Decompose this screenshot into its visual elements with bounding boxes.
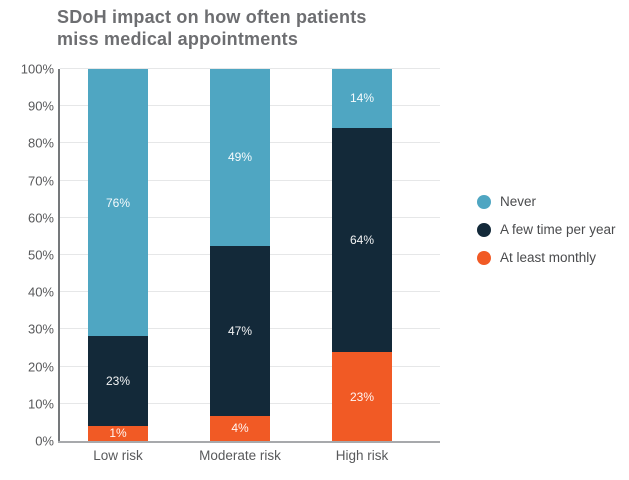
- y-tick-label: 60%: [27, 210, 54, 226]
- y-tick-label: 100%: [20, 61, 54, 77]
- chart-title: SDoH impact on how often patients miss m…: [57, 6, 367, 50]
- bar-high-risk: 14% 64% 23%: [332, 69, 392, 441]
- legend-swatch-icon: [477, 194, 491, 209]
- y-tick-label: 10%: [27, 396, 54, 412]
- y-tick-label: 70%: [27, 173, 54, 189]
- legend: Never A few time per year At least monthly: [477, 194, 616, 278]
- segment-value-label: 76%: [105, 195, 131, 210]
- gridline: [60, 68, 440, 69]
- bar-low-risk: 76% 23% 1%: [88, 69, 148, 441]
- legend-item: Never: [477, 194, 616, 209]
- bar-segment: 49%: [210, 69, 270, 246]
- y-tick-label: 20%: [27, 359, 54, 375]
- segment-value-label: 23%: [105, 374, 131, 388]
- legend-label: At least monthly: [500, 250, 597, 265]
- x-tick-label: Low risk: [93, 448, 143, 463]
- bar-segment: 23%: [88, 336, 148, 426]
- bar-segment: 14%: [332, 69, 392, 128]
- bar-segment: 47%: [210, 245, 270, 416]
- bar-segment: 1%: [88, 425, 148, 441]
- x-tick-label: Moderate risk: [199, 448, 281, 463]
- segment-value-label: 49%: [227, 150, 253, 165]
- y-tick-label: 50%: [27, 247, 54, 263]
- y-tick-label: 80%: [27, 135, 54, 151]
- segment-value-label: 14%: [349, 91, 375, 106]
- segment-value-label: 47%: [227, 323, 253, 338]
- segment-value-label: 1%: [109, 426, 127, 441]
- legend-swatch-icon: [477, 250, 491, 265]
- legend-item: A few time per year: [477, 222, 616, 237]
- legend-label: A few time per year: [500, 222, 616, 237]
- x-tick-label: High risk: [335, 448, 389, 463]
- bar-segment: 4%: [210, 415, 270, 441]
- bar-segment: 76%: [88, 69, 148, 337]
- legend-label: Never: [500, 194, 537, 209]
- y-axis-line: [58, 69, 60, 441]
- bar-segment: 64%: [332, 127, 392, 353]
- segment-value-label: 4%: [231, 421, 249, 436]
- bar-moderate-risk: 49% 47% 4%: [210, 69, 270, 441]
- chart-title-line-2: miss medical appointments: [57, 29, 299, 49]
- y-axis: 0% 10% 20% 30% 40% 50% 60% 70% 80% 90% 100%: [0, 62, 54, 449]
- chart-title-line-1: SDoH impact on how often patients: [57, 7, 367, 27]
- y-tick-label: 40%: [27, 284, 54, 300]
- bar-segment: 23%: [332, 352, 392, 441]
- legend-swatch-icon: [477, 222, 491, 237]
- y-tick-label: 30%: [27, 321, 54, 337]
- y-tick-label: 0%: [35, 433, 54, 449]
- plot-area: 76% 23% 1% 49% 47% 4% 14% 64% 23%: [58, 68, 440, 443]
- x-axis: Low risk Moderate risk High risk: [60, 448, 440, 468]
- x-axis-line: [58, 441, 440, 443]
- y-tick-label: 90%: [27, 98, 54, 114]
- legend-item: At least monthly: [477, 250, 616, 265]
- segment-value-label: 23%: [349, 389, 375, 404]
- segment-value-label: 64%: [349, 233, 375, 248]
